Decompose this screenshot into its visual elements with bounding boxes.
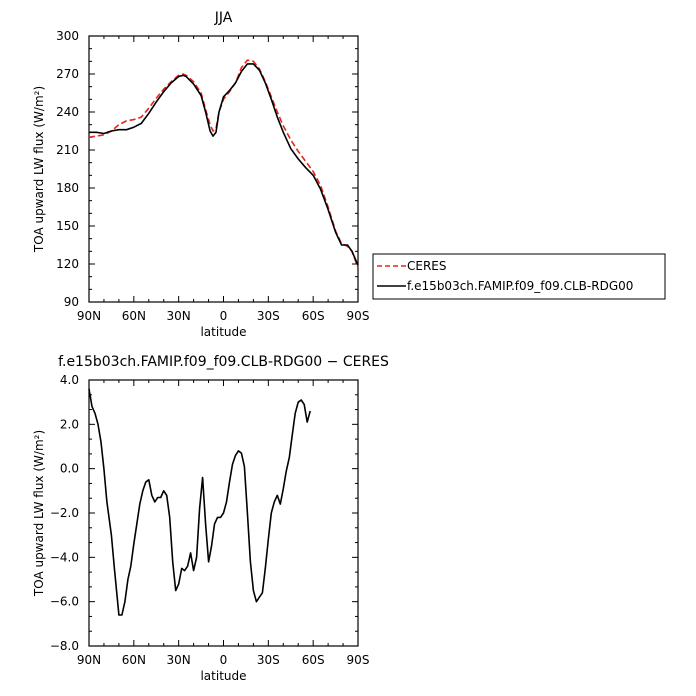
y-tick-label: −2.0: [50, 506, 79, 520]
y-tick-label: 300: [56, 29, 79, 43]
y-axis-label: TOA upward LW flux (W/m²): [32, 86, 46, 253]
x-tick-label: 90N: [77, 309, 101, 323]
series-line-1: [88, 388, 311, 616]
x-tick-label: 90S: [347, 653, 370, 667]
x-tick-label: 90S: [347, 309, 370, 323]
y-tick-label: −4.0: [50, 550, 79, 564]
y-tick-label: 240: [56, 105, 79, 119]
x-tick-label: 60N: [122, 309, 146, 323]
y-tick-label: 270: [56, 67, 79, 81]
y-axis-label: TOA upward LW flux (W/m²): [32, 430, 46, 597]
x-axis-label: latitude: [200, 325, 246, 339]
y-tick-label: 210: [56, 143, 79, 157]
x-tick-label: 90N: [77, 653, 101, 667]
x-tick-label: 30N: [167, 309, 191, 323]
chart-2: f.e15b03ch.FAMIP.f09_f09.CLB-RDG00 − CER…: [32, 354, 389, 683]
x-tick-label: 30N: [167, 653, 191, 667]
y-tick-label: −6.0: [50, 595, 79, 609]
x-tick-label: 60N: [122, 653, 146, 667]
chart-1: JJA 90 120 150 180 210 240 270 300 90N 60N 30N 0 30S 6…: [32, 10, 666, 339]
x-tick-label: 60S: [302, 653, 325, 667]
legend: CERES f.e15b03ch.FAMIP.f09_f09.CLB-RDG00: [372, 253, 666, 300]
plot-frame: [88, 35, 359, 303]
x-tick-label: 30S: [257, 653, 280, 667]
x-tick-label: 60S: [302, 309, 325, 323]
legend-label: CERES: [407, 259, 447, 273]
y-tick-label: 4.0: [60, 373, 79, 387]
x-tick-label: 0: [220, 309, 228, 323]
chart-title: JJA: [214, 10, 233, 26]
x-tick-label: 30S: [257, 309, 280, 323]
x-tick-label: 0: [220, 653, 228, 667]
chart-title: f.e15b03ch.FAMIP.f09_f09.CLB-RDG00 − CER…: [58, 354, 389, 370]
y-tick-label: 0.0: [60, 462, 79, 476]
y-tick-label: 150: [56, 219, 79, 233]
legend-label: f.e15b03ch.FAMIP.f09_f09.CLB-RDG00: [407, 279, 633, 293]
x-axis-label: latitude: [200, 669, 246, 683]
y-tick-label: 120: [56, 257, 79, 271]
series-line-2: [89, 63, 359, 266]
series-line-1: [88, 59, 359, 269]
legend-box: [372, 253, 666, 300]
y-tick-label: 2.0: [60, 417, 79, 431]
y-tick-label: −8.0: [50, 639, 79, 653]
y-tick-label: 90: [64, 295, 79, 309]
y-tick-label: 180: [56, 181, 79, 195]
